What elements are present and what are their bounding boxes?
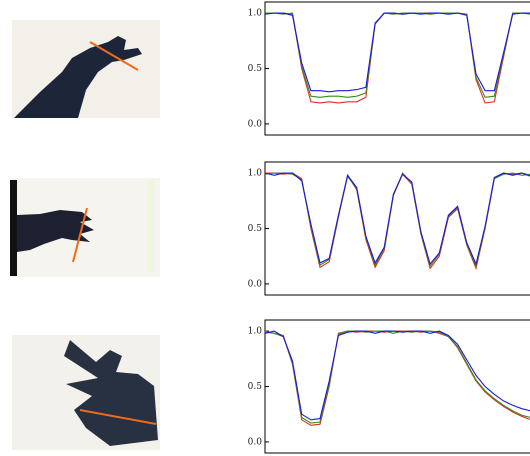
series-line xyxy=(265,331,530,423)
y-tick-label: 0.5 xyxy=(248,382,263,392)
y-tick-label: 0.0 xyxy=(248,119,263,129)
figure: 0.0 0.5 1.0 0.0 0.5 1.0 0.0 0.5 1.0 xyxy=(0,0,530,456)
shadow-photo xyxy=(12,20,160,118)
plot-frame xyxy=(265,320,530,453)
series-line xyxy=(265,173,530,268)
y-tick-label: 1.0 xyxy=(248,327,263,337)
y-tick-label: 1.0 xyxy=(248,9,263,19)
y-tick-label: 1.0 xyxy=(248,169,263,179)
y-tick-label: 0.0 xyxy=(248,279,263,289)
series-line xyxy=(265,331,530,425)
y-tick-label: 0.5 xyxy=(248,64,263,74)
plot-frame xyxy=(265,2,530,135)
series-line xyxy=(265,13,530,103)
series-line xyxy=(265,13,530,97)
shadow-photo xyxy=(12,335,160,450)
shadow-photo xyxy=(10,178,160,277)
series-line xyxy=(265,331,530,420)
plot-frame xyxy=(265,162,530,295)
y-tick-label: 0.5 xyxy=(248,224,263,234)
y-tick-label: 0.0 xyxy=(248,437,263,447)
